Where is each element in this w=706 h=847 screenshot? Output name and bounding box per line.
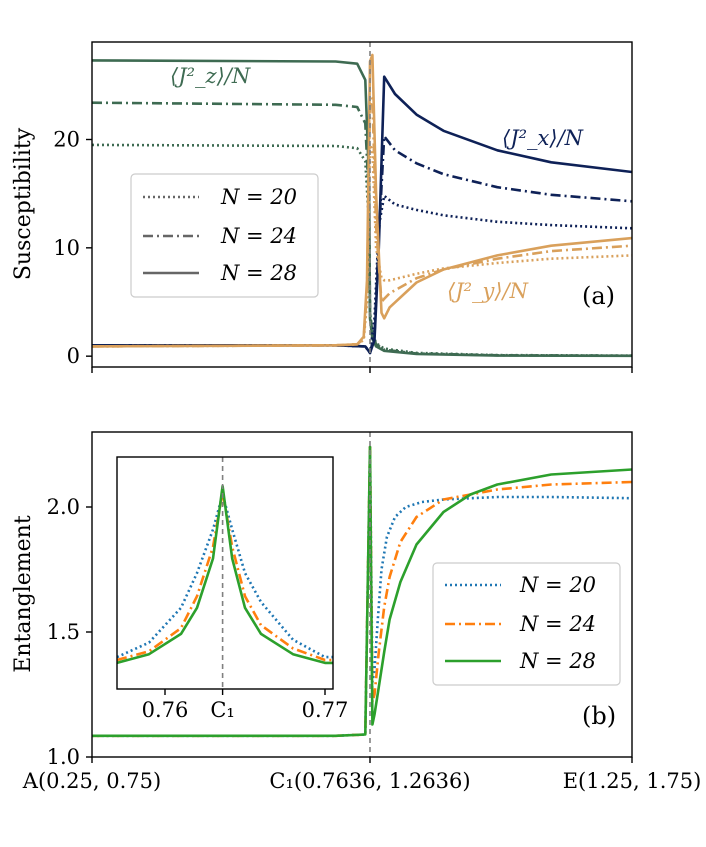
- inset-series-n28: [117, 484, 333, 665]
- panel-b-legend-label-n24: N = 24: [519, 612, 596, 636]
- series-jx-n24: [92, 134, 632, 355]
- panel-b-legend: N = 20 N = 24 N = 28: [432, 562, 621, 686]
- panel-b-y-tick-label: 2.0: [47, 495, 80, 519]
- panel-a-y-tick-label: 10: [53, 236, 80, 260]
- panel-b-x-tick-label: E(1.25, 1.75): [563, 769, 702, 793]
- panel-b-curves: [92, 445, 632, 738]
- panel-b-y-ticks: 1.0 1.5 2.0: [47, 495, 92, 769]
- jy-curve-label: ⟨J²_y⟩/N: [447, 279, 529, 303]
- inset-frame: [116, 456, 334, 690]
- panel-b-frame: [91, 431, 633, 758]
- panel-a-y-ticks: 0 10 20: [53, 128, 92, 368]
- panel-b-x-tick-label: A(0.25, 0.75): [22, 769, 161, 793]
- panel-a: 0 10 20 Susceptibility N = 20 N = 24 N = 2…: [11, 41, 633, 373]
- series-jx-n28: [92, 75, 632, 355]
- inset-series-n20: [117, 493, 333, 659]
- panel-a-legend-label-n24: N = 24: [220, 224, 297, 248]
- panel-a-legend: N = 20 N = 24 N = 28: [130, 173, 319, 298]
- panel-b-x-tick-label: C₁(0.7636, 1.2636): [269, 769, 470, 793]
- panel-a-legend-box: [130, 173, 319, 298]
- panel-a-legend-label-n28: N = 28: [220, 261, 297, 285]
- panel-a-y-tick-label: 0: [67, 344, 80, 368]
- panel-a-curves: [92, 53, 632, 358]
- panel-a-x-ticks: [91, 367, 633, 373]
- panel-a-tag: (a): [582, 282, 615, 310]
- panel-a-frame: [91, 41, 633, 368]
- panel-b-x-ticks: A(0.25, 0.75) C₁(0.7636, 1.2636) E(1.25, 1…: [22, 757, 702, 793]
- panel-b-y-tick-label: 1.0: [47, 745, 80, 769]
- panel-b: 1.0 1.5 2.0 A(0.25, 0.75) C₁(0.7636, 1.2636…: [11, 431, 702, 793]
- panel-b-y-tick-label: 1.5: [47, 620, 80, 644]
- series-jy-n28: [92, 53, 632, 348]
- series-jz-n28: [92, 59, 632, 358]
- jx-curve-label: ⟨J²_x⟩/N: [502, 126, 584, 150]
- inset-curves: [117, 484, 333, 665]
- panel-a-legend-label-n20: N = 20: [220, 185, 297, 209]
- panel-b-y-axis-title: Entanglement: [11, 515, 36, 673]
- panel-a-y-axis-title: Susceptibility: [11, 127, 36, 280]
- inset-x-tick-label: 0.76: [142, 698, 189, 722]
- panel-b-legend-label-n28: N = 28: [519, 649, 596, 673]
- series-jz-n20: [92, 143, 632, 357]
- panel-b-legend-label-n20: N = 20: [519, 573, 596, 597]
- panel-b-inset: 0.76 C₁ 0.77: [116, 456, 349, 722]
- panel-a-y-tick-label: 20: [53, 128, 80, 152]
- panel-b-tag: (b): [582, 702, 616, 730]
- jz-curve-label: ⟨J²_z⟩/N: [170, 64, 251, 88]
- inset-x-ticks: 0.76 C₁ 0.77: [142, 689, 349, 722]
- inset-x-tick-label: C₁: [210, 698, 235, 722]
- series-entanglement-n20: [92, 445, 632, 738]
- series-entanglement-n28: [92, 445, 632, 738]
- panel-b-legend-box: [432, 562, 621, 686]
- inset-x-tick-label: 0.77: [302, 698, 349, 722]
